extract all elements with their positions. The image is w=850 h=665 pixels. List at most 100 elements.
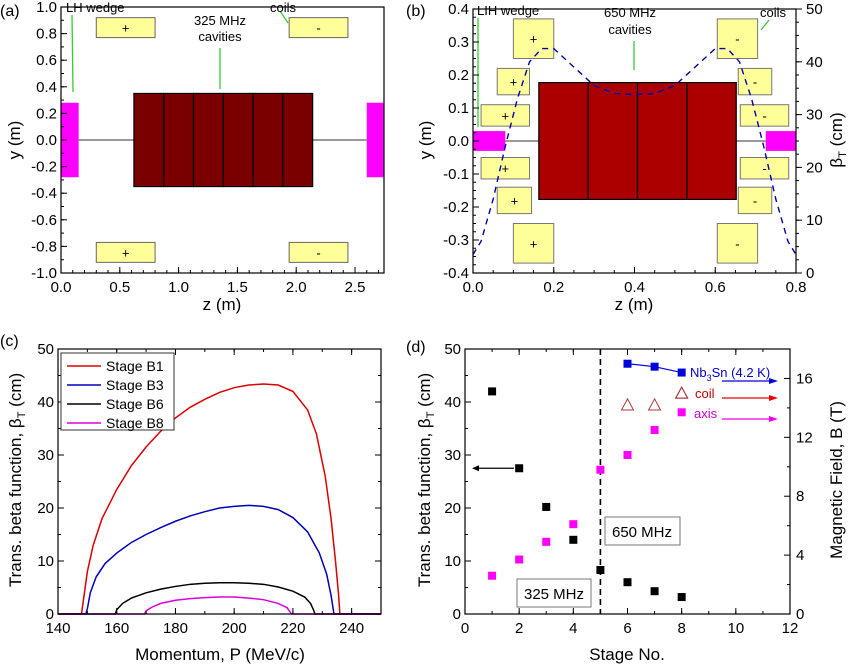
marker-coil [674,386,689,399]
cavity-label: cavities [198,29,242,44]
y-tick-label: -0.8 [31,238,57,255]
coil-pointer [760,19,770,31]
marker-nb3sn-4-2-k- [623,359,632,368]
y-tick-label: 30 [444,447,461,464]
y2-tick-label: 50 [806,1,823,18]
coil [95,241,156,263]
y-tick-label: -1.0 [31,265,57,282]
y-tick-label: 0.8 [36,26,57,43]
y-tick-label: 0.1 [448,100,469,117]
y2-tick-label: 0 [806,265,814,282]
coil-polarity: - [753,75,757,90]
xlabel-b: z (m) [615,295,654,314]
panel-b: + + + + + + - - - - - - LIH wedge 650 MHz cavities coil… [443,1,823,296]
y-tick-label: -0.6 [31,212,57,229]
series-line-stage-b8 [58,596,381,615]
x-tick-label: 8 [677,620,685,637]
y2label-d: Magnetic Field, B (T) [827,401,846,559]
x-tick-label: 0.6 [705,279,726,296]
rf-cavity [686,81,737,201]
legend-label: Stage B8 [106,415,164,431]
ylabel-c: Trans. beta function, βT (cm) [6,373,28,587]
y-tick-label: 0 [46,606,54,623]
y2-tick-label: 20 [806,159,823,176]
coil-polarity: + [122,21,130,36]
x-tick-label: 2.0 [286,279,307,296]
series-line-stage-b3 [58,504,381,615]
y-tick-label: 1.0 [36,0,57,16]
marker-axis [569,520,578,529]
x-tick-label: 1.0 [168,279,189,296]
x-tick-label: 0 [461,620,469,637]
marker-nb3sn-4-2-k- [650,362,659,371]
x-tick-label: 240 [339,620,364,637]
coil [95,17,156,39]
series-line-stage-b1 [58,383,381,615]
lih-wedge [473,131,506,151]
x-tick-label: 0.0 [51,279,72,296]
y-tick-label: 50 [444,341,461,358]
region-box-325 [516,578,592,608]
x-tick-label: 0.2 [543,279,564,296]
y2-tick-label: 16 [796,370,813,387]
marker-coil [620,397,635,411]
marker--t [623,578,632,587]
region-box-650 [604,516,681,546]
ylabel-a: y (m) [5,121,24,160]
beta-axis-arrowhead [472,465,479,472]
y-tick-label: -0.1 [443,166,469,183]
y-tick-label: -0.4 [31,185,57,202]
y2label-b: βT (cm) [827,112,849,167]
rf-cavity [587,81,639,201]
ylabel-b: y (m) [416,121,435,160]
cavity-label: 325 MHz [194,13,246,28]
marker-axis [596,465,605,474]
coil-polarity: + [510,75,518,90]
y-tick-label: 10 [444,553,461,570]
panel-label-c: (c) [0,333,19,350]
legend-label: Stage B3 [106,377,164,393]
y-tick-label: 0 [453,606,461,623]
coil-polarity: + [122,245,130,260]
coil [737,186,773,215]
legend-label: Stage B6 [106,396,164,412]
y-tick-label: 0.3 [448,34,469,51]
marker--t [542,502,551,511]
y2-tick-label: 4 [796,547,804,564]
coil-polarity: - [753,193,757,208]
y2-tick-label: 10 [806,212,823,229]
y-tick-label: 40 [444,394,461,411]
lih-wedge [765,131,796,151]
y-tick-label: -0.4 [443,265,469,282]
x-tick-label: 220 [280,620,305,637]
panel-label-a: (a) [0,3,20,20]
x-tick-label: 2 [515,620,523,637]
marker-axis [650,425,659,434]
beta-t-curve [472,47,797,255]
coil [512,223,555,264]
lh-wedge [61,102,79,178]
y-tick-label: 0.4 [36,79,57,96]
marker-axis [623,451,632,459]
coil [737,67,773,96]
x-tick-label: 6 [623,620,631,637]
legend-axis: axis [694,406,718,421]
y2-tick-label: 30 [806,107,823,124]
cavity-label: 650 MHz [604,5,656,20]
wedge-pointer [71,14,74,93]
y2-tick-label: 12 [796,429,813,446]
marker--t [569,535,578,544]
rf-cavity [538,81,589,201]
coil [716,18,759,59]
y-tick-label: 10 [37,553,54,570]
coil-polarity: - [316,245,320,260]
xlabel-c: Momentum, P (MeV/c) [135,645,305,664]
coil-polarity: + [502,161,510,176]
legend-coil-marker [674,386,689,399]
y-tick-label: 0.6 [36,52,57,69]
y-tick-label: 0.0 [36,132,57,149]
y-tick-label: 0.0 [448,133,469,150]
